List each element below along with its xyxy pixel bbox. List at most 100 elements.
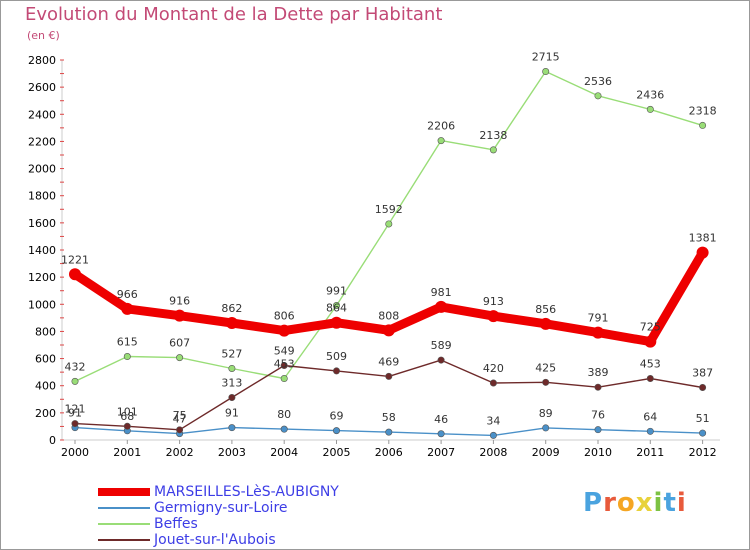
axes <box>60 59 720 444</box>
series-lines <box>70 70 708 437</box>
data-label: 69 <box>330 410 344 423</box>
data-point <box>699 383 707 391</box>
data-labels: 91 68 47 91 80 69 58 46 34 89 76 64 51 432 615 607 527 45… <box>61 51 717 428</box>
data-label: 51 <box>696 412 710 425</box>
data-label: 916 <box>169 295 190 308</box>
data-point <box>487 310 500 323</box>
data-label: 966 <box>117 288 138 301</box>
data-label: 2138 <box>479 129 507 142</box>
data-point <box>69 268 81 281</box>
data-point <box>332 367 340 375</box>
data-label: 68 <box>120 410 134 423</box>
data-point <box>385 372 393 380</box>
data-point <box>121 302 134 315</box>
logo-letter: o <box>616 488 636 518</box>
data-label: 806 <box>274 310 295 323</box>
data-label: 453 <box>274 358 295 371</box>
y-tick-label: 2400 <box>28 108 56 121</box>
logo-letter: r <box>603 488 617 518</box>
data-point <box>539 317 552 330</box>
data-point <box>385 428 393 436</box>
data-label: 791 <box>588 312 609 325</box>
y-tick-label: 1200 <box>28 271 56 284</box>
x-tick-label: 2003 <box>218 446 246 459</box>
data-label: 864 <box>326 302 347 315</box>
y-tick-label: 2000 <box>28 163 56 176</box>
data-point <box>385 220 393 228</box>
legend-label-marseilles: MARSEILLES-LèS-AUBIGNY <box>154 484 339 500</box>
data-label: 509 <box>326 350 347 363</box>
data-point <box>280 425 288 433</box>
logo-letter: P <box>583 488 604 518</box>
x-tick-label: 2007 <box>427 446 455 459</box>
data-point <box>594 383 602 391</box>
data-label: 80 <box>277 408 291 421</box>
data-point <box>278 324 291 337</box>
legend-swatch-beffes <box>98 523 150 525</box>
y-tick-label: 400 <box>35 380 56 393</box>
y-tick-label: 200 <box>35 407 56 420</box>
data-point <box>435 300 448 313</box>
legend-swatch-jouet <box>98 539 150 541</box>
data-label: 75 <box>173 409 187 422</box>
data-label: 47 <box>173 413 187 426</box>
data-point <box>696 246 709 259</box>
data-point <box>592 326 604 339</box>
data-label: 2536 <box>584 75 612 88</box>
data-point <box>176 426 184 434</box>
series-points <box>69 68 709 439</box>
data-label: 527 <box>221 347 242 360</box>
data-label: 2206 <box>427 120 455 133</box>
data-label: 2318 <box>689 104 717 117</box>
proxiti-logo: Proxiti <box>583 488 687 518</box>
legend-label-beffes: Beffes <box>154 516 198 532</box>
data-point <box>542 68 550 76</box>
data-label: 34 <box>486 414 500 427</box>
data-point <box>280 375 288 383</box>
data-point <box>332 302 340 310</box>
data-label: 549 <box>274 344 295 357</box>
data-label: 913 <box>483 295 504 308</box>
data-point <box>646 105 654 113</box>
data-label: 387 <box>692 366 713 379</box>
data-label: 46 <box>434 413 448 426</box>
data-point <box>489 146 497 154</box>
data-label: 2436 <box>636 88 664 101</box>
x-tick-label: 2006 <box>375 446 403 459</box>
data-point <box>228 364 236 372</box>
x-tick-label: 2008 <box>479 446 507 459</box>
data-point <box>176 354 184 362</box>
logo-letter: i <box>676 488 687 518</box>
x-tick-label: 2011 <box>636 446 664 459</box>
data-label: 91 <box>68 407 82 420</box>
data-label: 862 <box>221 302 242 315</box>
data-label: 121 <box>65 403 86 416</box>
data-label: 2715 <box>532 51 560 64</box>
legend-label-jouet: Jouet-sur-l'Aubois <box>154 532 276 548</box>
data-label: 432 <box>65 360 86 373</box>
y-tick-label: 0 <box>49 434 56 447</box>
x-tick-label: 2002 <box>166 446 194 459</box>
data-point <box>225 317 238 330</box>
data-label: 420 <box>483 362 504 375</box>
data-label: 1221 <box>61 253 89 266</box>
legend-label-germigny: Germigny-sur-Loire <box>154 500 288 516</box>
data-point <box>71 420 79 428</box>
logo-letter: i <box>653 488 664 518</box>
data-label: 1381 <box>689 232 717 245</box>
data-point <box>699 121 707 129</box>
data-point <box>542 378 550 386</box>
data-point <box>646 427 654 435</box>
data-label: 469 <box>378 355 399 368</box>
data-point <box>228 424 236 432</box>
data-label: 58 <box>382 411 396 424</box>
y-tick-labels: 0 200 400 600 800 1000 1200 1400 1600 1800 2000 220… <box>28 54 56 447</box>
data-point <box>489 431 497 439</box>
data-point <box>173 309 186 322</box>
data-label: 991 <box>326 285 347 298</box>
data-point <box>123 422 131 430</box>
x-tick-labels: 2000 2001 2002 2003 2004 2005 2006 2007 2008 2009… <box>61 446 717 459</box>
x-tick-label: 2005 <box>323 446 351 459</box>
data-point <box>437 137 445 145</box>
y-tick-label: 1600 <box>28 217 56 230</box>
